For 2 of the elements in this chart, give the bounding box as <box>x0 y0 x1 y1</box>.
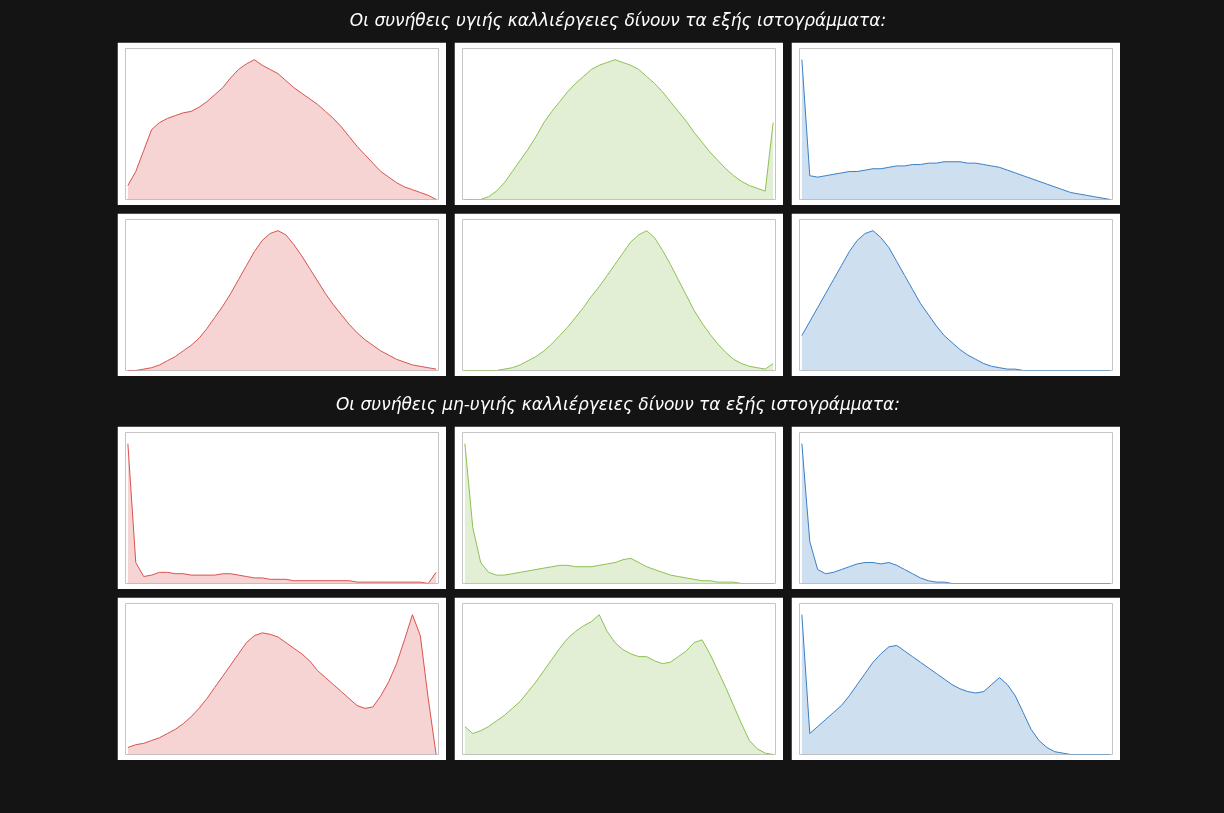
text: Οι συνήθεις υγιής καλλιέργειες δίνουν τα εξής ιστογράμματα: <box>349 9 887 32</box>
text: Οι συνήθεις μη-υγιής καλλιέργειες δίνουν τα εξής ιστογράμματα: <box>335 393 900 416</box>
